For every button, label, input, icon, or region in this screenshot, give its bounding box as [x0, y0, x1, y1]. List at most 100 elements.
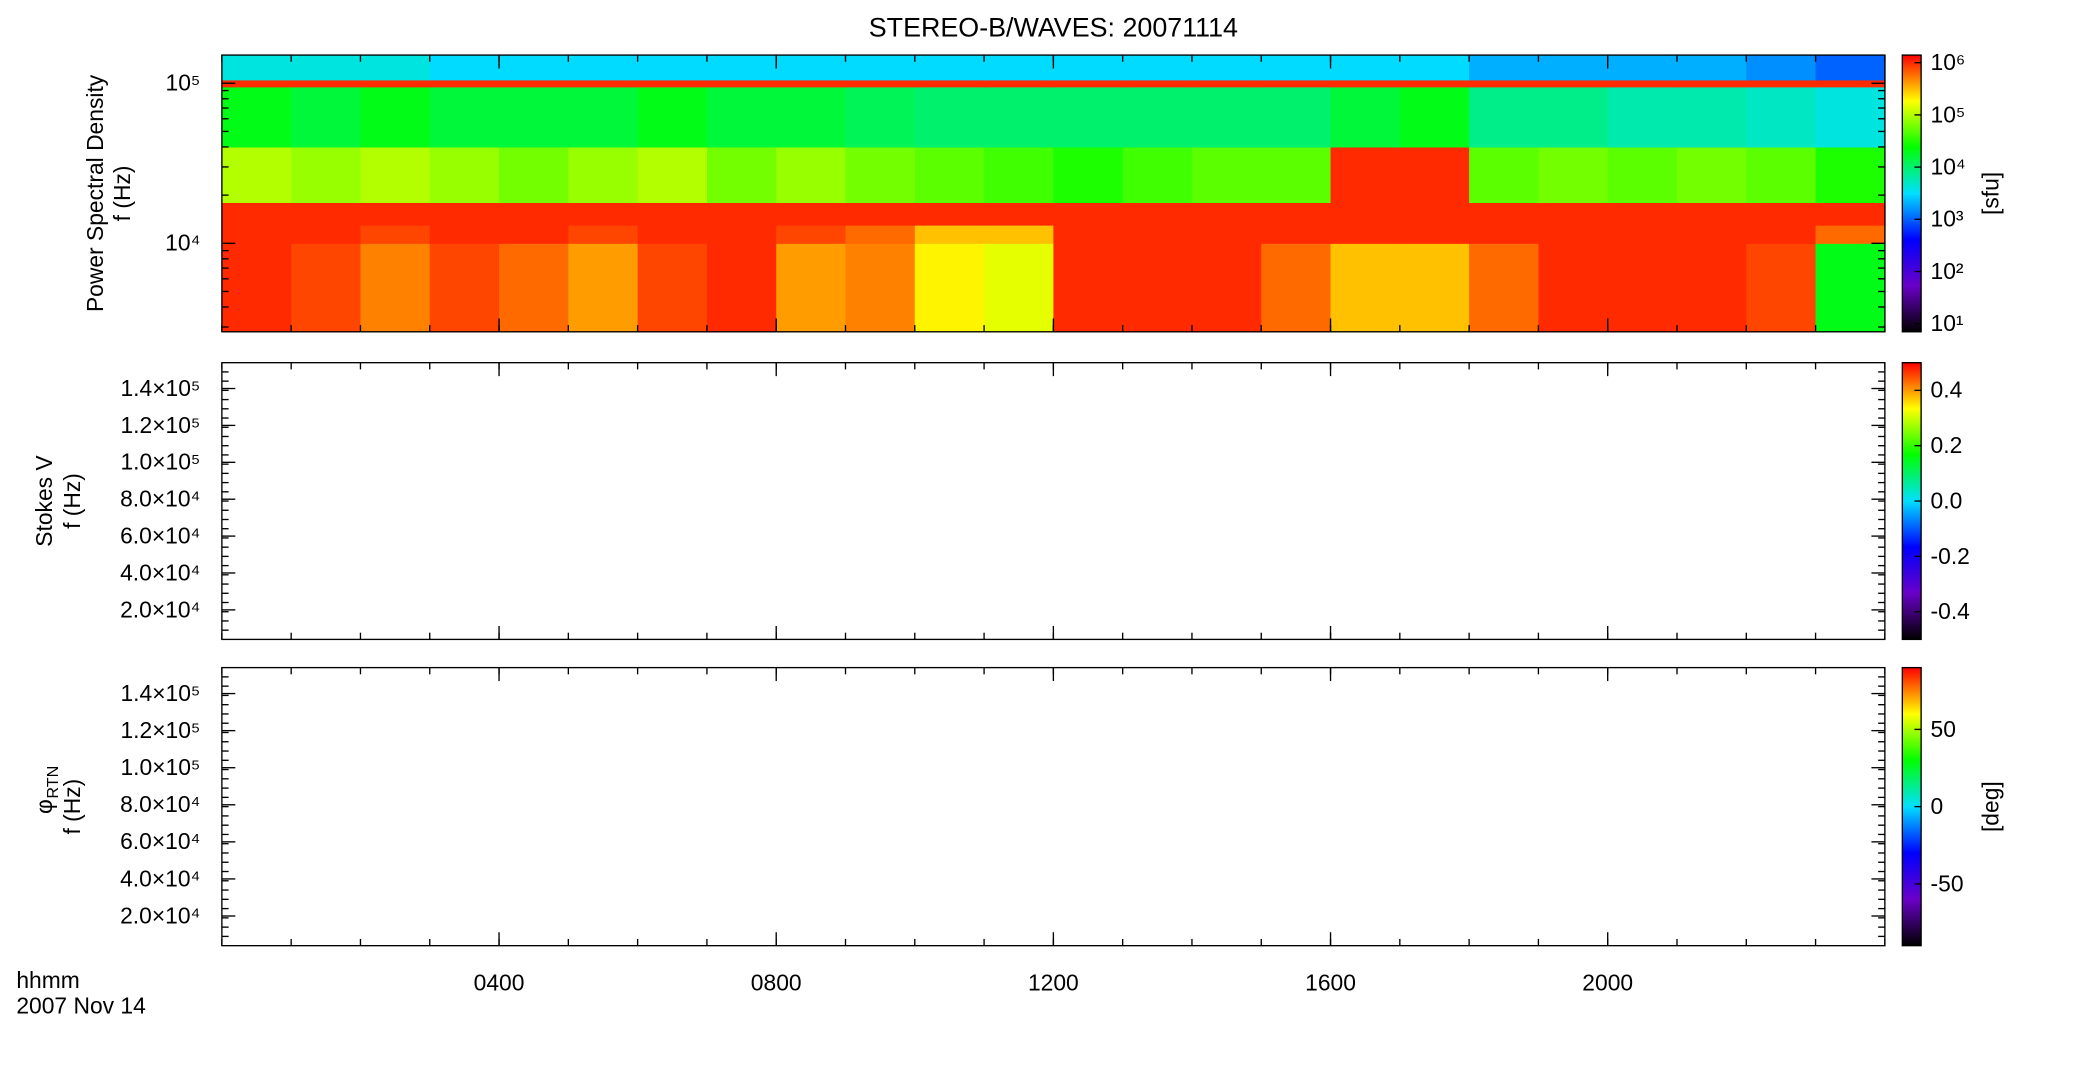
x-tick-label: 1200: [1028, 970, 1079, 996]
heatmap-cell: [1191, 202, 1263, 226]
heatmap-cell: [1330, 86, 1401, 148]
heatmap-cell: [845, 55, 916, 81]
colorbar-tick-label: 10¹: [1931, 310, 1964, 336]
y-axis-label: Power Spectral Density: [82, 74, 108, 312]
heatmap-cell: [1122, 202, 1193, 226]
heatmap-cell: [1815, 225, 1886, 244]
heatmap-cell: [1261, 86, 1332, 148]
chart-title: STEREO-B/WAVES: 20071114: [869, 13, 1238, 43]
heatmap-cell: [637, 225, 708, 244]
heatmap-cell: [568, 243, 639, 333]
heatmap-cell: [1538, 79, 1609, 88]
y-axis-label: f (Hz): [59, 473, 85, 529]
heatmap-cell: [1815, 146, 1886, 203]
heatmap-cell: [1399, 55, 1470, 81]
heatmap-cell: [291, 146, 362, 203]
heatmap-cell: [1261, 202, 1332, 226]
heatmap-cell: [914, 79, 985, 88]
y-tick-label: 1.4×10⁵: [120, 680, 200, 706]
heatmap-cell: [1191, 79, 1263, 88]
heatmap-cell: [568, 202, 639, 226]
heatmap-cell: [1191, 55, 1263, 81]
heatmap-cell: [984, 202, 1055, 226]
colorbar-tick-label: 10⁵: [1931, 101, 1966, 127]
heatmap-cell: [776, 202, 847, 226]
plot-frame: [221, 666, 1886, 947]
heatmap-cell: [429, 243, 500, 333]
heatmap-cell: [706, 55, 778, 81]
heatmap-cell: [221, 202, 292, 226]
colorbar-tick-label: -50: [1931, 870, 1964, 896]
heatmap-cell: [984, 146, 1055, 203]
heatmap-cell: [221, 146, 292, 203]
colorbar-label: [sfu]: [1977, 172, 2003, 215]
heatmap-cell: [1399, 243, 1470, 333]
heatmap-cell: [984, 55, 1055, 81]
heatmap-cell: [1122, 55, 1193, 81]
heatmap-cell: [499, 225, 570, 244]
y-tick-label: 2.0×10⁴: [120, 596, 200, 622]
heatmap-cell: [360, 202, 431, 226]
heatmap-cell: [221, 86, 292, 148]
heatmap-cell: [360, 243, 431, 333]
y-tick-label: 1.2×10⁵: [120, 412, 200, 438]
heatmap-cell: [1261, 243, 1332, 333]
heatmap-cell: [914, 202, 985, 226]
date-label: 2007 Nov 14: [16, 992, 146, 1018]
colorbar: [1902, 667, 1922, 946]
heatmap-cell: [1053, 146, 1124, 203]
heatmap-cell: [1469, 55, 1540, 81]
y-axis-label: φ: [31, 799, 57, 814]
heatmap-cell: [1815, 202, 1886, 226]
heatmap-cell: [1399, 86, 1470, 148]
x-tick-label: 0800: [751, 970, 802, 996]
heatmap-cell: [568, 225, 639, 244]
heatmap-cell: [1469, 243, 1540, 333]
heatmap-cell: [499, 55, 570, 81]
y-axis-label-subscript: RTN: [44, 766, 62, 799]
heatmap-cell: [1746, 79, 1817, 88]
heatmap-cell: [429, 225, 500, 244]
heatmap-cell: [1261, 79, 1332, 88]
heatmap-cell: [1122, 225, 1193, 244]
y-tick-label: 4.0×10⁴: [120, 865, 200, 891]
heatmap-cell: [637, 79, 708, 88]
heatmap-cell: [1676, 79, 1748, 88]
colorbar-tick-label: 0.4: [1931, 377, 1963, 403]
heatmap-cell: [1607, 225, 1678, 244]
heatmap-cell: [1261, 146, 1332, 203]
heatmap-cell: [1746, 243, 1817, 333]
heatmap-cell: [1607, 86, 1678, 148]
heatmap-cell: [429, 146, 500, 203]
y-tick-label: 4.0×10⁴: [120, 559, 200, 585]
heatmap-cell: [291, 55, 362, 81]
heatmap-cell: [1399, 225, 1470, 244]
colorbar: [1902, 362, 1922, 640]
colorbar-tick-label: 10⁴: [1931, 153, 1966, 179]
heatmap-cell: [1330, 55, 1401, 81]
heatmap-cell: [1607, 243, 1678, 333]
x-tick-label: 2000: [1582, 970, 1633, 996]
heatmap-cell: [637, 243, 708, 333]
colorbar-tick-label: 10³: [1931, 206, 1964, 232]
plot-frame: [221, 362, 1886, 641]
y-tick-label: 8.0×10⁴: [120, 486, 200, 512]
heatmap-cell: [1607, 55, 1678, 81]
heatmap-cell: [291, 86, 362, 148]
x-axis-label: hhmm: [16, 967, 79, 993]
colorbar-tick-label: 0.2: [1931, 432, 1963, 458]
y-tick-label: 2.0×10⁴: [120, 902, 200, 928]
y-axis-label: f (Hz): [109, 166, 135, 222]
heatmap-cell: [984, 243, 1055, 333]
heatmap-cell: [1330, 79, 1401, 88]
colorbar-tick-label: -0.2: [1931, 543, 1970, 569]
heatmap-cell: [568, 79, 639, 88]
heatmap-cell: [776, 225, 847, 244]
heatmap-cell: [1815, 243, 1886, 333]
heatmap-cell: [914, 225, 985, 244]
heatmap-cell: [1676, 146, 1748, 203]
colorbar-tick-label: 50: [1931, 716, 1956, 742]
heatmap-cell: [1815, 79, 1886, 88]
heatmap-cell: [1191, 86, 1263, 148]
heatmap-cell: [499, 243, 570, 333]
